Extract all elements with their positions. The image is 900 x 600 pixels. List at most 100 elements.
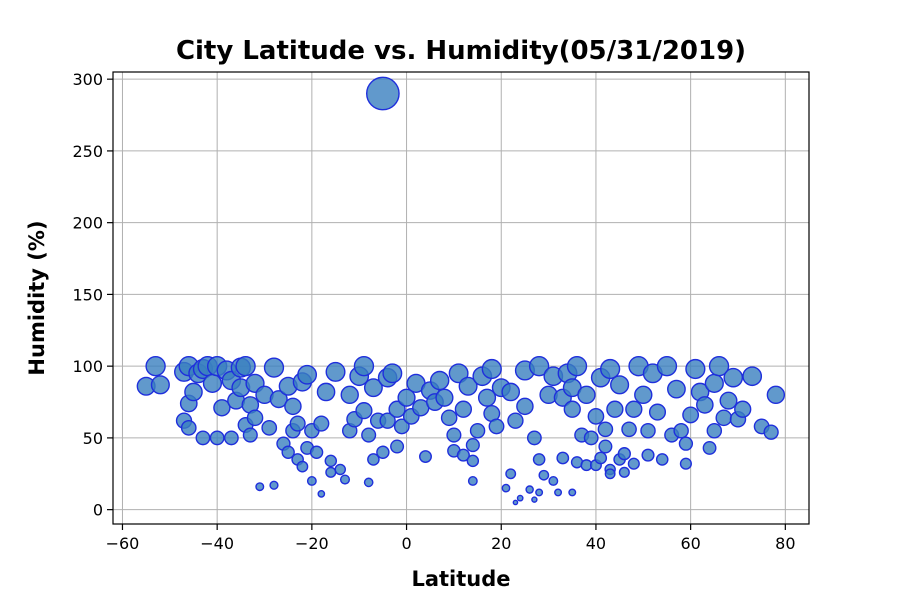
data-point <box>435 388 454 407</box>
data-point <box>598 439 613 454</box>
y-axis-label: Humidity (%) <box>25 220 49 375</box>
data-point <box>284 397 302 416</box>
data-point <box>617 447 631 461</box>
data-point <box>213 399 231 417</box>
data-point <box>763 424 779 440</box>
data-point <box>734 400 752 418</box>
data-point <box>679 457 692 470</box>
data-point <box>376 445 390 459</box>
y-tick-label: 250 <box>72 142 103 161</box>
data-point <box>625 400 643 418</box>
data-point <box>656 355 678 377</box>
data-point <box>538 469 550 481</box>
data-point <box>379 412 396 429</box>
data-point <box>641 448 655 462</box>
data-point <box>535 488 544 497</box>
data-point <box>145 355 166 377</box>
data-point <box>566 355 588 377</box>
data-point <box>587 408 605 425</box>
data-point <box>481 358 502 380</box>
x-tick-label: 80 <box>775 534 795 553</box>
data-point <box>309 445 324 459</box>
data-point <box>685 358 706 380</box>
data-point <box>365 76 400 111</box>
data-point <box>367 453 380 466</box>
data-point <box>723 367 744 388</box>
data-points <box>136 76 786 506</box>
data-point <box>682 406 700 424</box>
data-point <box>456 448 470 462</box>
data-point <box>195 430 211 446</box>
data-point <box>429 370 450 391</box>
chart-title: City Latitude vs. Humidity(05/31/2019) <box>176 36 746 66</box>
data-point <box>621 421 637 438</box>
data-point <box>667 379 686 399</box>
data-point <box>501 382 521 402</box>
data-point <box>597 421 614 438</box>
data-point <box>448 363 469 384</box>
data-point <box>531 496 538 503</box>
data-point <box>477 388 497 407</box>
data-point <box>255 482 265 492</box>
data-point <box>600 358 621 380</box>
data-point <box>419 450 432 464</box>
y-tick-label: 150 <box>72 285 103 304</box>
data-point <box>150 375 170 395</box>
data-point <box>563 400 581 418</box>
data-point <box>361 427 377 443</box>
y-tick-label: 0 <box>93 501 103 520</box>
data-point <box>634 385 653 405</box>
data-point <box>306 476 317 486</box>
data-point <box>526 430 542 446</box>
data-point <box>324 454 338 468</box>
data-point <box>355 402 373 420</box>
x-tick-label: 0 <box>401 534 411 553</box>
data-point <box>583 430 599 446</box>
x-tick-label: −20 <box>295 534 329 553</box>
data-point <box>467 476 478 486</box>
data-point <box>289 415 306 432</box>
y-tick-label: 200 <box>72 214 103 233</box>
data-point <box>704 373 724 393</box>
data-point <box>577 385 596 405</box>
data-point <box>184 382 203 402</box>
data-point <box>446 427 462 443</box>
data-point <box>507 412 524 429</box>
data-point <box>465 438 480 453</box>
data-point <box>363 378 383 398</box>
data-point <box>604 468 616 480</box>
data-point <box>627 457 640 470</box>
data-point <box>261 419 278 436</box>
data-point <box>678 436 694 451</box>
y-tick-label: 50 <box>83 429 103 448</box>
x-tick-label: −40 <box>200 534 234 553</box>
data-point <box>316 382 336 402</box>
data-point <box>325 466 337 478</box>
axis-ticks: −60 −40 −20 0 20 40 60 80 0 50 100 150 200 250 300 <box>72 70 795 553</box>
x-tick-label: 20 <box>491 534 511 553</box>
data-point <box>610 375 630 395</box>
data-point <box>505 468 517 480</box>
data-point <box>528 355 550 377</box>
data-point <box>281 445 295 459</box>
data-point <box>532 453 546 466</box>
data-point <box>719 391 738 410</box>
data-point <box>715 409 733 427</box>
data-point <box>488 418 505 435</box>
x-axis-label: Latitude <box>411 567 510 591</box>
data-point <box>353 355 375 377</box>
data-point <box>440 409 458 427</box>
data-point <box>708 355 730 377</box>
data-point <box>512 499 519 506</box>
data-point <box>525 485 534 494</box>
data-point <box>202 373 223 393</box>
data-point <box>706 422 723 439</box>
data-point <box>554 488 563 497</box>
data-point <box>466 454 480 468</box>
data-point <box>702 441 717 455</box>
data-point <box>317 490 326 498</box>
x-tick-label: −60 <box>106 534 140 553</box>
data-point <box>235 355 256 377</box>
data-point <box>397 388 416 407</box>
